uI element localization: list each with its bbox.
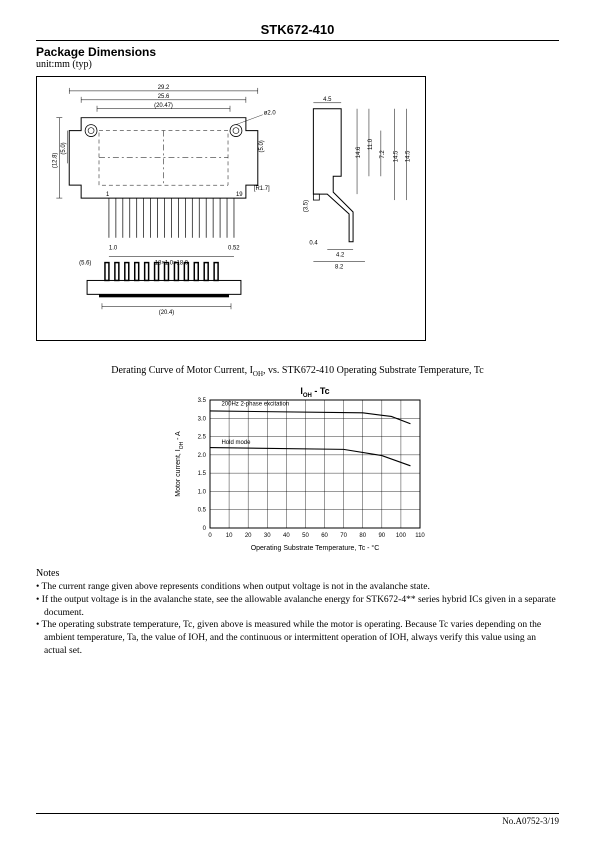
dim-h-right: (5.0) — [259, 140, 265, 152]
svg-text:40: 40 — [283, 533, 290, 539]
note-item: The current range given above represents… — [36, 581, 559, 594]
dim-side-topw: 4.5 — [323, 97, 332, 103]
dim-w-inner2: (20.47) — [154, 103, 173, 109]
dim-h-outer: (12.8) — [52, 153, 58, 169]
dim-h3: 14.5 — [406, 150, 412, 162]
dim-left-margin: (5.6) — [79, 261, 91, 267]
svg-text:50: 50 — [302, 533, 309, 539]
notes-section: Notes The current range given above repr… — [36, 568, 559, 658]
svg-text:90: 90 — [378, 533, 385, 539]
svg-text:60: 60 — [321, 533, 328, 539]
svg-text:100: 100 — [395, 533, 406, 539]
dim-lead-thick: 0.52 — [228, 246, 240, 252]
note-item: The operating substrate temperature, Tc,… — [36, 619, 559, 657]
svg-text:IOH - Tc: IOH - Tc — [300, 386, 329, 399]
svg-text:Motor current, IOH - A: Motor current, IOH - A — [175, 431, 185, 497]
chart-caption: Derating Curve of Motor Current, IOH, vs… — [36, 365, 559, 378]
svg-text:0: 0 — [202, 526, 206, 532]
unit-label: unit:mm (typ) — [36, 59, 559, 70]
svg-text:1.5: 1.5 — [197, 471, 206, 477]
section-heading: Package Dimensions — [36, 45, 559, 59]
svg-text:3.0: 3.0 — [197, 416, 206, 422]
svg-text:2.5: 2.5 — [197, 435, 206, 441]
svg-text:110: 110 — [415, 533, 425, 539]
svg-text:3.5: 3.5 — [197, 398, 206, 404]
notes-heading: Notes — [36, 568, 559, 579]
svg-text:10: 10 — [225, 533, 232, 539]
svg-text:2.0: 2.0 — [197, 453, 206, 459]
dim-hole: ø2.0 — [264, 111, 277, 117]
svg-text:0.5: 0.5 — [197, 508, 206, 514]
svg-text:1.0: 1.0 — [197, 489, 206, 495]
dim-h4: 11.0 — [368, 138, 374, 150]
svg-text:70: 70 — [340, 533, 347, 539]
dim-footw: 4.2 — [336, 253, 344, 259]
svg-text:80: 80 — [359, 533, 366, 539]
page-footer: No.A0752-3/19 — [36, 813, 559, 826]
svg-text:Operating Substrate Temperatur: Operating Substrate Temperature, Tc - °C — [250, 544, 379, 552]
dim-h5: 7.2 — [380, 150, 386, 158]
dim-w-inner1: 25.6 — [158, 94, 170, 100]
dim-radius: [R1.7] — [254, 186, 270, 192]
derating-chart: IOH - Tc 0 10 20 30 40 50 60 70 80 90 100 110 0 0.5 1.0… — [148, 384, 448, 554]
svg-text:20: 20 — [244, 533, 251, 539]
dim-h2: 14.5 — [394, 150, 400, 162]
svg-text:Hold mode: Hold mode — [221, 440, 251, 446]
dim-foot: 0.4 — [309, 241, 318, 247]
dim-h-inner: (5.0) — [61, 142, 67, 154]
pin-1: 1 — [106, 192, 110, 198]
dim-basew: 8.2 — [335, 265, 343, 271]
dim-lead-gap: 1.0 — [109, 246, 118, 252]
dim-h1: 14.6 — [356, 146, 362, 158]
page-title: STK672-410 — [36, 22, 559, 41]
pin-19: 19 — [236, 192, 243, 198]
package-diagram: 29.2 25.6 (20.47) — [36, 76, 426, 341]
dim-w-outer: 29.2 — [158, 85, 170, 91]
svg-text:30: 30 — [263, 533, 270, 539]
dim-bottom-span: (20.4) — [159, 310, 175, 316]
note-item: If the output voltage is in the avalanch… — [36, 594, 559, 620]
svg-text:200Hz 2-phase excitation: 200Hz 2-phase excitation — [221, 401, 289, 407]
svg-text:0: 0 — [208, 533, 212, 539]
dim-gap: (3.5) — [303, 200, 309, 212]
